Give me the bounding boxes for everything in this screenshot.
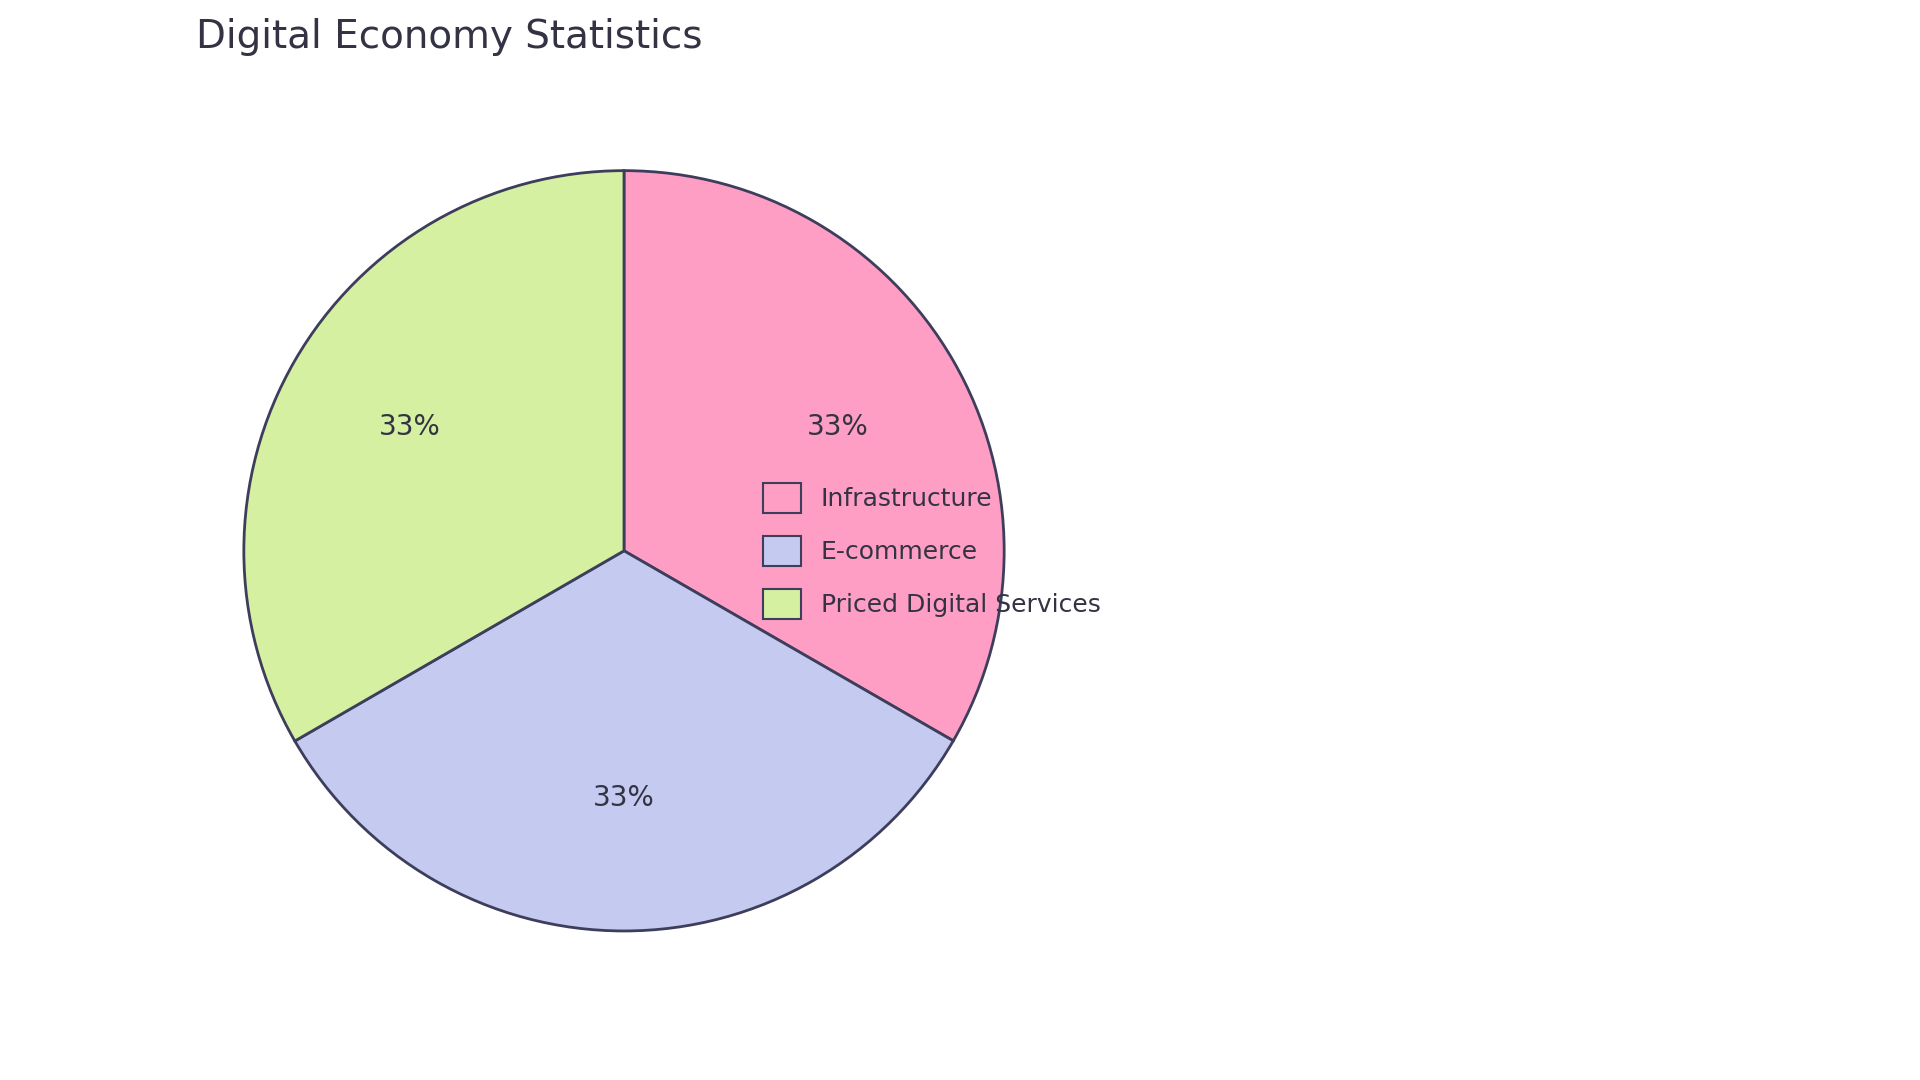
Text: Digital Economy Statistics: Digital Economy Statistics bbox=[196, 18, 703, 56]
Wedge shape bbox=[296, 551, 952, 931]
Text: 33%: 33% bbox=[593, 784, 655, 812]
Wedge shape bbox=[244, 171, 624, 741]
Text: 33%: 33% bbox=[806, 414, 870, 442]
Legend: Infrastructure, E-commerce, Priced Digital Services: Infrastructure, E-commerce, Priced Digit… bbox=[751, 470, 1114, 632]
Wedge shape bbox=[624, 171, 1004, 741]
Text: 33%: 33% bbox=[378, 414, 442, 442]
